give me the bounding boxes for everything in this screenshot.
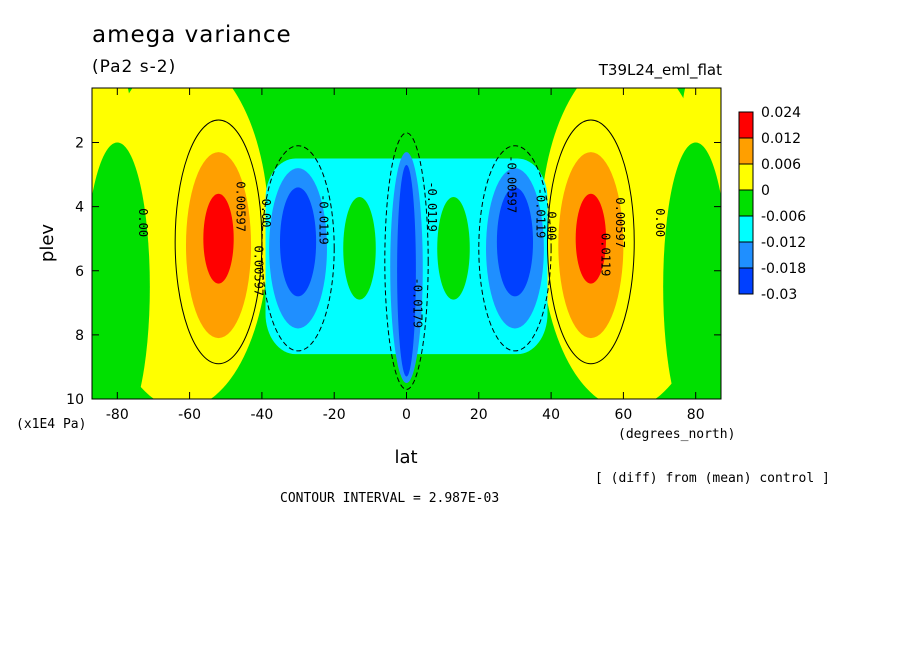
run-name: T39L24_eml_flat [598,61,722,79]
contour-label: -0.0119 [534,188,548,239]
region-red-1 [575,193,607,284]
contour-line-4 [384,132,429,390]
y-tick-label: 2 [75,136,84,152]
legend-swatch [738,267,754,295]
legend-level-label: -0.006 [761,209,806,225]
contour-line-1 [546,119,635,365]
x-tick-label: -60 [178,407,201,423]
legend-level-label: -0.018 [761,261,806,277]
x-tick-label: -20 [323,407,346,423]
region-blue-0 [279,187,317,297]
legend-swatch [738,137,754,165]
contour-label: 0.00 [653,208,667,237]
x-tick-label: 20 [470,407,488,423]
legend-swatch [738,215,754,243]
contour-label: 0.00597 [234,181,248,232]
region-green-pocket-0 [92,142,150,399]
region-green-pocket-1 [663,142,721,399]
contour-line-2 [261,145,335,352]
legend-level-label: 0.006 [761,157,801,173]
color-legend: 0.024 0.012 0.006 0 -0.006 -0.012 -0.018 -0.03 [738,105,806,303]
contour-label: 0.00597 [613,197,627,248]
legend-swatch [738,189,754,217]
legend-swatch [738,163,754,191]
y-axis-label: plev [37,224,58,263]
contour-line-3 [478,145,552,352]
x-axis-unit: (degrees_north) [618,427,735,442]
x-tick-label: 0 [402,407,411,423]
x-tick-label: 40 [542,407,560,423]
diff-note: [ (diff) from (mean) control ] [595,471,830,486]
legend-level-label: -0.03 [761,287,797,303]
contour-label: -0.0119 [317,194,331,245]
y-axis-unit: (x1E4 Pa) [16,417,86,432]
y-tick-label: 8 [75,328,84,344]
region-blue-eq [397,164,416,377]
chart-units: (Pa2 s-2) [92,57,177,77]
contour-label: -0.00597 [505,155,519,213]
contour-interval: CONTOUR INTERVAL = 2.987E-03 [280,491,499,506]
chart-title: amega variance [92,22,292,48]
y-tick-label: 6 [75,264,84,280]
contour-label: 0.00 [259,199,273,228]
legend-swatch [738,111,754,139]
contour-label: -0.0119 [425,181,439,232]
y-tick-label: 4 [75,200,84,216]
contour-label: 0.0119 [599,233,613,276]
x-tick-label: 80 [687,407,705,423]
region-green-tropic-1 [437,197,470,300]
legend-swatch [738,241,754,269]
region-red-0 [203,193,234,284]
x-axis-label: lat [394,447,417,468]
contour-label: 0.00597 [252,245,266,296]
contour-label: 0.00 [544,211,558,240]
x-tick-label: -80 [106,407,129,423]
x-tick-label: -40 [250,407,273,423]
legend-level-label: -0.012 [761,235,806,251]
legend-level-label: 0.024 [761,105,801,121]
region-green-tropic-0 [343,197,376,300]
axes: -80 -60 -40 -20 0 20 40 60 80 2 4 6 8 10 [66,88,721,423]
legend-level-label: 0.012 [761,131,801,147]
region-blue-1 [496,187,534,297]
filled-contours [92,88,721,399]
contour-label: 0.00 [136,208,150,237]
x-tick-label: 60 [614,407,632,423]
contour-label: -0.0179 [411,278,425,329]
y-tick-label: 10 [66,392,84,408]
legend-level-label: 0 [761,183,770,199]
